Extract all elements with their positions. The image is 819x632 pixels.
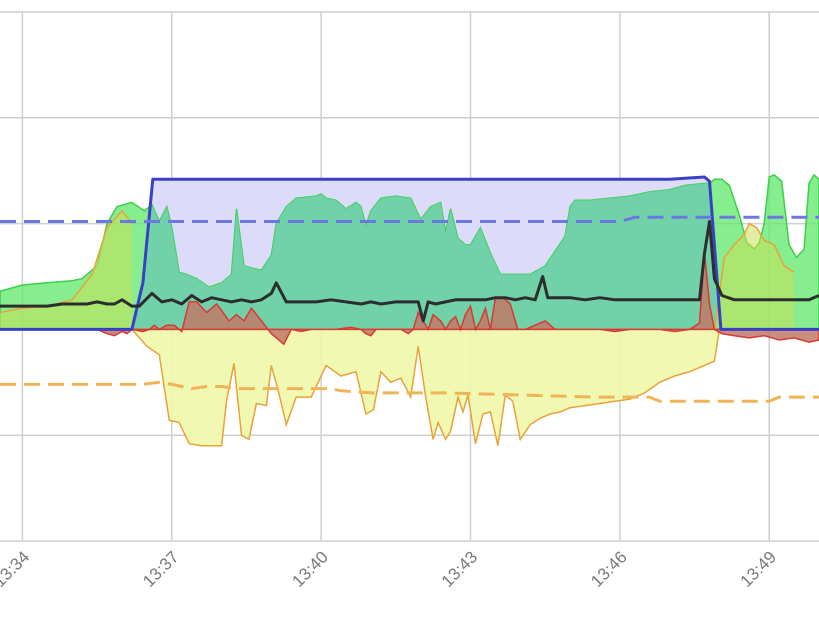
- series-green-blue-overlap: [0, 177, 819, 330]
- series-orange-line-right: [713, 222, 795, 330]
- x-tick-label: 13:49: [737, 547, 781, 591]
- series-orange-line-right-fill: [714, 223, 795, 330]
- x-axis-tick-labels: 13:34 13:37 13:40 13:43 13:46 13:49: [0, 547, 780, 591]
- x-tick-label: 13:40: [288, 547, 332, 591]
- x-tick-label: 13:37: [139, 547, 183, 591]
- series-blue-dashed-line: [0, 215, 819, 223]
- series-black-line: [0, 220, 819, 323]
- series-red-area: [0, 253, 819, 346]
- series-orange-line-fill: [0, 210, 132, 330]
- series-yellow-area: [130, 328, 721, 447]
- series-orange-line: [0, 209, 133, 314]
- series-layer: [0, 173, 819, 447]
- series-blue-line: [0, 175, 819, 331]
- x-tick-label: 13:43: [438, 547, 482, 591]
- x-tick-label: 13:34: [0, 547, 33, 591]
- series-orange-dashed-line: [0, 380, 819, 403]
- x-tick-label: 13:46: [587, 547, 631, 591]
